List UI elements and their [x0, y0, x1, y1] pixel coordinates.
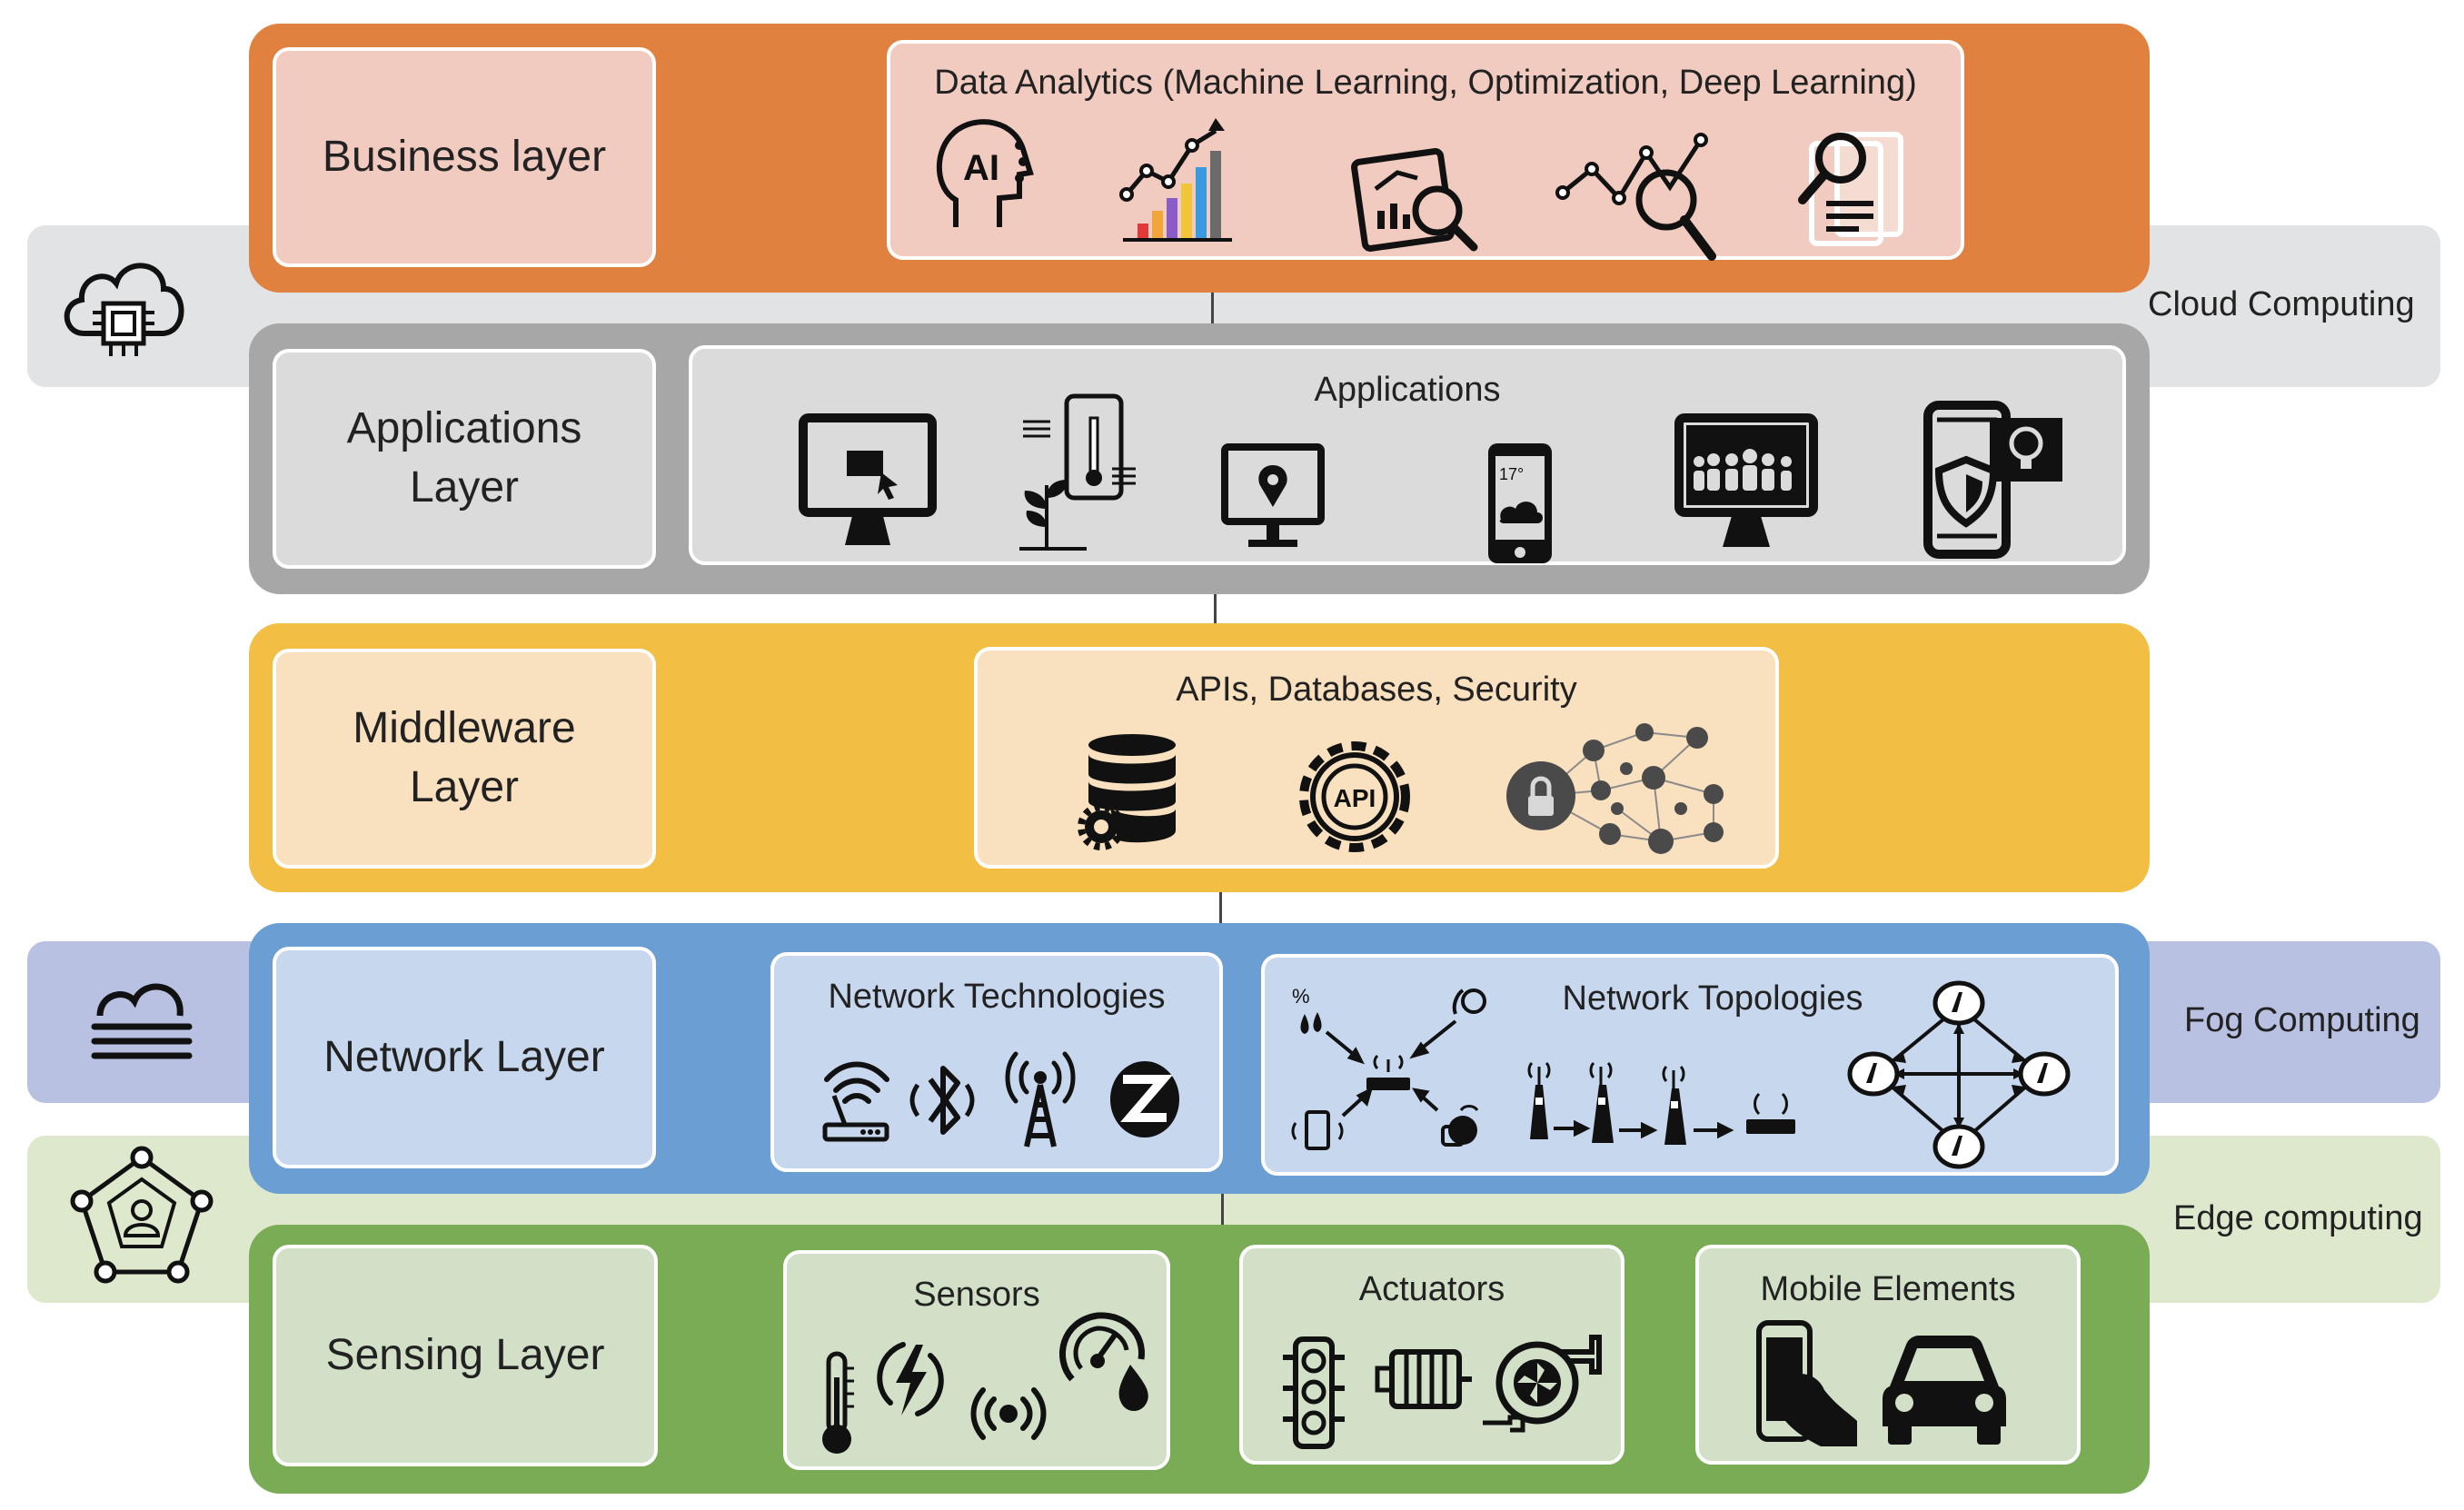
network-layer-label: Network Layer	[273, 947, 656, 1168]
api-text: API	[1334, 784, 1376, 812]
growth-chart-icon	[1119, 118, 1232, 242]
lightning-icon	[877, 1342, 944, 1416]
apis-databases-title: APIs, Databases, Security	[1176, 671, 1577, 709]
humidity-percent-text: %	[1292, 985, 1310, 1008]
document-search-icon	[1798, 132, 1903, 246]
business-layer-label: Business layer	[273, 47, 656, 267]
motor-icon	[1375, 1349, 1472, 1409]
radio-tower-icon	[1005, 1051, 1076, 1147]
phone-temperature-text: 17°	[1499, 465, 1524, 483]
applications-title: Applications	[1314, 371, 1501, 409]
cloud-chip-icon	[64, 263, 184, 356]
network-topologies-title: Network Topologies	[1562, 979, 1863, 1018]
fan-pump-icon	[1483, 1335, 1602, 1433]
ai-text: AI	[963, 148, 999, 188]
connector-middleware-network	[1219, 890, 1222, 927]
applications-layer-label: Applications Layer	[273, 349, 656, 569]
iot-lock-network-icon	[1506, 723, 1724, 854]
edge-computing-label: Edge computing	[2173, 1199, 2423, 1237]
hand-phone-icon	[1756, 1320, 1857, 1446]
wifi-router-icon	[822, 1061, 889, 1142]
report-magnify-icon	[1351, 148, 1478, 252]
traffic-light-icon	[1283, 1336, 1345, 1449]
data-analytics-title: Data Analytics (Machine Learning, Optimi…	[934, 64, 1917, 102]
middleware-layer-label: Middleware Layer	[273, 649, 656, 869]
actuators-title: Actuators	[1358, 1270, 1505, 1308]
signal-icon	[970, 1387, 1047, 1440]
star-topology-icon: %	[1291, 985, 1486, 1150]
ai-head-icon: AI	[937, 119, 1034, 227]
database-gear-icon	[1078, 734, 1176, 850]
sensors-title: Sensors	[913, 1276, 1040, 1314]
car-icon	[1883, 1336, 2006, 1445]
mesh-topology-icon	[1847, 980, 2071, 1169]
trend-magnify-icon	[1555, 133, 1716, 261]
chain-topology-icon	[1527, 1061, 1795, 1145]
zigbee-icon	[1110, 1061, 1179, 1137]
monitor-people-icon	[1674, 413, 1818, 547]
fog-computing-label: Fog Computing	[2184, 1001, 2420, 1039]
api-gear-icon: API	[1299, 741, 1410, 852]
edge-network-icon	[70, 1146, 214, 1284]
monitor-location-icon	[1221, 443, 1325, 547]
connector-network-sensing	[1221, 1192, 1224, 1227]
mobile-elements-title: Mobile Elements	[1760, 1270, 2016, 1308]
sensing-layer-label: Sensing Layer	[273, 1245, 658, 1466]
bluetooth-icon	[909, 1066, 975, 1135]
connector-applications-middleware	[1214, 591, 1217, 625]
smart-plant-icon	[1019, 393, 1136, 551]
gauge-drop-icon	[1058, 1312, 1148, 1411]
fog-icon	[91, 983, 193, 1059]
thermometer-icon	[822, 1351, 854, 1454]
connector-business-applications	[1211, 289, 1214, 325]
monitor-mail-icon	[799, 413, 937, 545]
network-technologies-title: Network Technologies	[828, 978, 1166, 1016]
phone-weather-icon: 17°	[1488, 443, 1552, 563]
phone-security-icon	[1923, 401, 2062, 559]
cloud-computing-label: Cloud Computing	[2148, 285, 2415, 323]
